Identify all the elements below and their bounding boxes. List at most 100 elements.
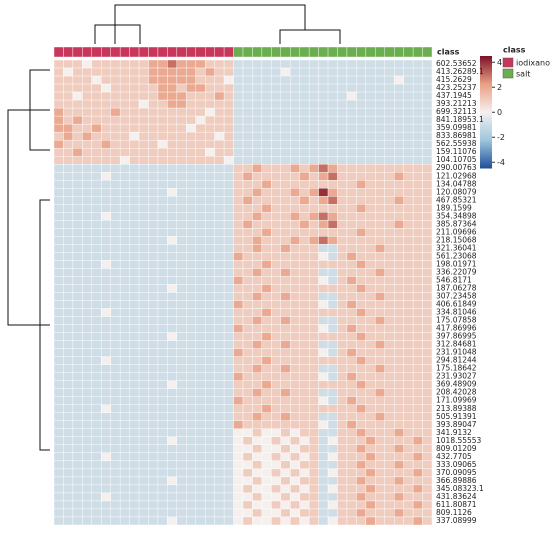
- heat-cell: [384, 107, 395, 117]
- heat-cell: [299, 300, 310, 309]
- heat-cell: [384, 276, 395, 285]
- heat-cell: [157, 308, 168, 317]
- heat-cell: [72, 180, 83, 189]
- heat-cell: [422, 316, 433, 325]
- heat-cell: [138, 468, 149, 478]
- heat-cell: [195, 220, 206, 229]
- heat-cell: [186, 516, 196, 526]
- heat-cell: [299, 396, 310, 405]
- heat-cell: [176, 372, 187, 381]
- heat-cell: [204, 428, 215, 438]
- heat-cell: [72, 516, 83, 526]
- heat-cell: [138, 196, 149, 205]
- heat-cell: [346, 428, 357, 438]
- heat-cell: [290, 83, 300, 93]
- heat-cell: [119, 91, 130, 101]
- heat-cell: [195, 516, 206, 526]
- heat-cell: [119, 244, 130, 253]
- heat-cell: [223, 99, 234, 109]
- heat-cell: [365, 452, 376, 462]
- heat-cell: [148, 484, 159, 494]
- heat-cell: [148, 284, 159, 293]
- heat-cell: [346, 388, 357, 397]
- heat-cell: [346, 436, 357, 446]
- heat-cell: [337, 380, 348, 389]
- heat-cell: [72, 412, 83, 421]
- heat-cell: [308, 164, 319, 173]
- heat-cell: [299, 404, 310, 413]
- heat-cell: [214, 75, 225, 85]
- heat-cell: [204, 131, 215, 141]
- heat-cell: [290, 59, 300, 69]
- heat-cell: [346, 220, 357, 229]
- heat-cell: [101, 452, 111, 462]
- heat-cell: [308, 107, 319, 117]
- heat-cell: [308, 180, 319, 189]
- heat-cell: [167, 316, 178, 325]
- heat-cell: [119, 188, 130, 197]
- heat-cell: [233, 332, 244, 341]
- heat-cell: [82, 188, 92, 197]
- heat-cell: [176, 188, 187, 197]
- heat-cell: [403, 428, 414, 438]
- heat-cell: [308, 324, 319, 333]
- heat-cell: [176, 348, 187, 357]
- heat-cell: [214, 420, 225, 429]
- heat-cell: [337, 300, 348, 309]
- heat-cell: [110, 180, 121, 189]
- heat-cell: [290, 460, 300, 470]
- heat-cell: [148, 244, 159, 253]
- heat-cell: [195, 196, 206, 205]
- heat-cell: [53, 436, 64, 446]
- heat-cell: [138, 204, 149, 213]
- heat-cell: [384, 412, 395, 421]
- heat-cell: [223, 268, 234, 277]
- heat-cell: [308, 188, 319, 197]
- heat-cell: [82, 396, 92, 405]
- legend-title: class: [503, 46, 526, 55]
- heat-cell: [375, 292, 385, 301]
- heat-cell: [308, 372, 319, 381]
- heat-cell: [167, 75, 178, 85]
- heat-cell: [290, 156, 300, 165]
- row-label: 406.61849: [436, 300, 477, 309]
- heat-cell: [365, 348, 376, 357]
- heat-cell: [186, 324, 196, 333]
- heat-cell: [346, 412, 357, 421]
- heat-cell: [394, 196, 404, 205]
- heat-cell: [290, 332, 300, 341]
- heat-cell: [233, 284, 244, 293]
- heat-cell: [384, 508, 395, 518]
- heat-cell: [290, 404, 300, 413]
- heat-cell: [384, 188, 395, 197]
- heat-cell: [384, 236, 395, 245]
- heat-cell: [252, 180, 263, 189]
- heat-cell: [327, 292, 338, 301]
- heat-cell: [157, 300, 168, 309]
- heat-cell: [195, 388, 206, 397]
- heat-cell: [223, 228, 234, 237]
- heat-cell: [148, 340, 159, 349]
- class-cell: [72, 46, 83, 58]
- heat-cell: [271, 180, 282, 189]
- heat-cell: [148, 59, 159, 69]
- heat-cell: [252, 228, 263, 237]
- heat-cell: [204, 204, 215, 213]
- heat-cell: [394, 188, 404, 197]
- heat-cell: [167, 436, 178, 446]
- heat-cell: [356, 428, 367, 438]
- heat-cell: [327, 244, 338, 253]
- heat-cell: [195, 147, 206, 157]
- heat-cell: [308, 91, 319, 101]
- heat-cell: [422, 67, 433, 77]
- heat-cell: [167, 348, 178, 357]
- heat-cell: [261, 340, 272, 349]
- heat-cell: [233, 244, 244, 253]
- heat-cell: [290, 396, 300, 405]
- heat-cell: [375, 452, 385, 462]
- heat-cell: [346, 83, 357, 93]
- heat-cell: [403, 380, 414, 389]
- heat-cell: [53, 131, 64, 141]
- row-label: 187.06278: [436, 283, 477, 292]
- heat-cell: [82, 147, 92, 157]
